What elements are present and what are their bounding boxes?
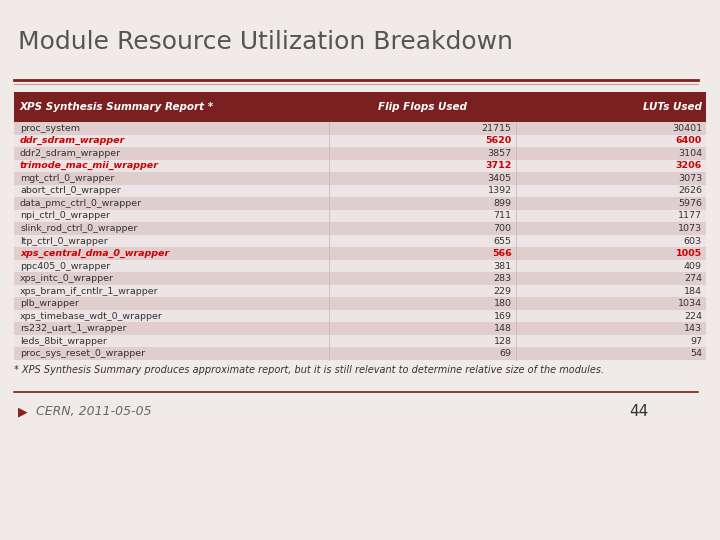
Text: ddr_sdram_wrapper: ddr_sdram_wrapper (20, 136, 125, 145)
Text: 899: 899 (494, 199, 512, 208)
Text: 3206: 3206 (676, 161, 702, 170)
Text: Module Resource Utilization Breakdown: Module Resource Utilization Breakdown (18, 30, 513, 54)
Bar (14, 185, 706, 197)
Bar (14, 172, 706, 185)
Bar (14, 347, 706, 360)
Text: mgt_ctrl_0_wrapper: mgt_ctrl_0_wrapper (20, 174, 114, 183)
Bar (14, 310, 706, 322)
Text: 381: 381 (494, 261, 512, 271)
Text: 274: 274 (684, 274, 702, 283)
Text: proc_sys_reset_0_wrapper: proc_sys_reset_0_wrapper (20, 349, 145, 358)
Bar (14, 222, 706, 235)
Text: 128: 128 (494, 337, 512, 346)
Text: xps_intc_0_wrapper: xps_intc_0_wrapper (20, 274, 114, 283)
Text: trimode_mac_mii_wrapper: trimode_mac_mii_wrapper (20, 161, 159, 171)
Text: proc_system: proc_system (20, 124, 80, 133)
Text: rs232_uart_1_wrapper: rs232_uart_1_wrapper (20, 324, 127, 333)
Text: 6400: 6400 (676, 136, 702, 145)
Bar (14, 235, 706, 247)
Text: 3073: 3073 (678, 174, 702, 183)
Text: 169: 169 (494, 312, 512, 321)
Bar (14, 197, 706, 210)
Text: 3405: 3405 (487, 174, 512, 183)
Text: * XPS Synthesis Summary produces approximate report, but it is still relevant to: * XPS Synthesis Summary produces approxi… (14, 365, 604, 375)
Bar (14, 147, 706, 160)
Bar (14, 160, 706, 172)
Bar (14, 322, 706, 335)
Text: 180: 180 (494, 299, 512, 308)
Text: 44: 44 (629, 404, 648, 420)
Text: xps_central_dma_0_wrapper: xps_central_dma_0_wrapper (20, 249, 169, 258)
Text: xps_timebase_wdt_0_wrapper: xps_timebase_wdt_0_wrapper (20, 312, 163, 321)
Text: abort_ctrl_0_wrapper: abort_ctrl_0_wrapper (20, 186, 121, 195)
Bar (14, 260, 706, 272)
Text: 21715: 21715 (482, 124, 512, 133)
Text: CERN, 2011-05-05: CERN, 2011-05-05 (36, 406, 152, 419)
Bar (14, 92, 706, 122)
Text: 1392: 1392 (487, 186, 512, 195)
Text: 229: 229 (494, 287, 512, 295)
Text: 1034: 1034 (678, 299, 702, 308)
Bar (14, 335, 706, 347)
Text: ltp_ctrl_0_wrapper: ltp_ctrl_0_wrapper (20, 237, 108, 246)
Text: LUTs Used: LUTs Used (643, 102, 702, 112)
Text: 2626: 2626 (678, 186, 702, 195)
Bar (14, 134, 706, 147)
Bar (14, 298, 706, 310)
Text: 143: 143 (684, 324, 702, 333)
Text: 224: 224 (684, 312, 702, 321)
Text: 409: 409 (684, 261, 702, 271)
Text: ▶: ▶ (18, 406, 27, 419)
Text: npi_ctrl_0_wrapper: npi_ctrl_0_wrapper (20, 212, 110, 220)
Text: 54: 54 (690, 349, 702, 358)
Text: 184: 184 (684, 287, 702, 295)
Text: data_pmc_ctrl_0_wrapper: data_pmc_ctrl_0_wrapper (20, 199, 142, 208)
Text: 711: 711 (494, 212, 512, 220)
Text: plb_wrapper: plb_wrapper (20, 299, 79, 308)
Text: 3712: 3712 (485, 161, 512, 170)
Bar (14, 210, 706, 222)
Text: 655: 655 (494, 237, 512, 246)
Text: 283: 283 (494, 274, 512, 283)
Bar (14, 285, 706, 298)
Text: 69: 69 (500, 349, 512, 358)
Text: 5976: 5976 (678, 199, 702, 208)
Text: 700: 700 (494, 224, 512, 233)
Text: 148: 148 (494, 324, 512, 333)
Bar (14, 272, 706, 285)
Text: 30401: 30401 (672, 124, 702, 133)
Text: XPS Synthesis Summary Report *: XPS Synthesis Summary Report * (20, 102, 214, 112)
Bar (14, 247, 706, 260)
Text: Flip Flops Used: Flip Flops Used (378, 102, 467, 112)
Text: ddr2_sdram_wrapper: ddr2_sdram_wrapper (20, 149, 121, 158)
Text: xps_bram_if_cntlr_1_wrapper: xps_bram_if_cntlr_1_wrapper (20, 287, 158, 295)
Text: 3104: 3104 (678, 149, 702, 158)
Text: 1073: 1073 (678, 224, 702, 233)
Bar (14, 122, 706, 134)
Text: 97: 97 (690, 337, 702, 346)
Text: slink_rod_ctrl_0_wrapper: slink_rod_ctrl_0_wrapper (20, 224, 138, 233)
Text: 5620: 5620 (485, 136, 512, 145)
Text: leds_8bit_wrapper: leds_8bit_wrapper (20, 337, 107, 346)
Text: 3857: 3857 (487, 149, 512, 158)
Text: 603: 603 (684, 237, 702, 246)
Text: 1005: 1005 (676, 249, 702, 258)
Text: 566: 566 (492, 249, 512, 258)
Text: 1177: 1177 (678, 212, 702, 220)
Text: ppc405_0_wrapper: ppc405_0_wrapper (20, 261, 110, 271)
